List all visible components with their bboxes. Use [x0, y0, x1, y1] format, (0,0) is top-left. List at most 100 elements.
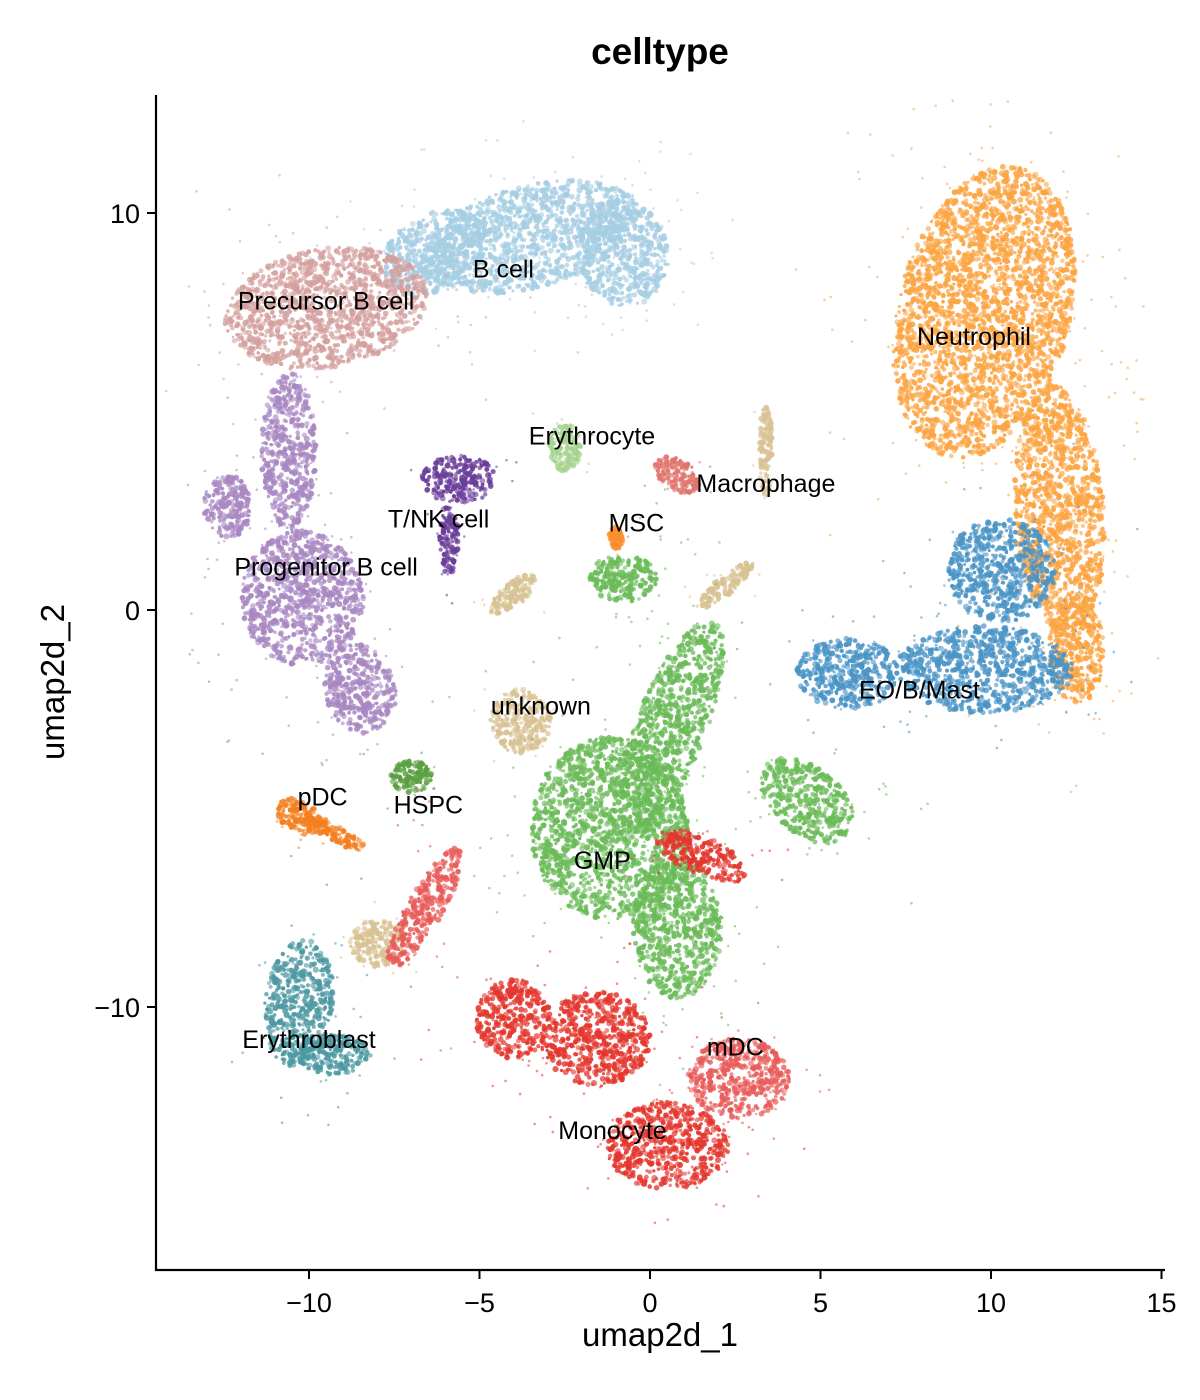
point	[255, 639, 262, 646]
point	[487, 195, 492, 200]
point	[501, 283, 505, 287]
point	[257, 590, 264, 597]
point	[586, 276, 593, 283]
point	[602, 289, 607, 294]
point	[547, 247, 554, 254]
point	[515, 249, 520, 254]
point	[285, 476, 290, 480]
point	[275, 640, 281, 646]
point	[272, 314, 276, 319]
point	[330, 601, 336, 607]
point	[433, 277, 439, 283]
point	[345, 632, 351, 638]
point	[364, 256, 369, 260]
point	[528, 245, 535, 251]
point	[241, 272, 245, 275]
point	[382, 249, 386, 253]
point	[280, 362, 284, 366]
point	[412, 254, 416, 259]
point	[203, 576, 207, 579]
point	[372, 264, 377, 269]
point	[666, 262, 670, 267]
point	[419, 221, 423, 224]
point	[512, 214, 517, 218]
point	[435, 265, 439, 270]
point	[416, 238, 420, 242]
point	[621, 328, 624, 332]
point	[404, 273, 408, 277]
point	[602, 233, 607, 237]
point	[387, 278, 393, 285]
point	[580, 226, 585, 231]
point	[218, 351, 221, 354]
point	[400, 204, 404, 208]
point	[321, 636, 327, 641]
point	[377, 316, 381, 320]
point	[388, 627, 392, 631]
point	[439, 283, 443, 287]
point	[357, 260, 362, 265]
point	[505, 267, 510, 272]
point	[634, 201, 639, 207]
point	[259, 602, 262, 605]
point	[466, 278, 469, 281]
point	[424, 260, 428, 264]
point	[266, 315, 272, 321]
point	[456, 266, 462, 272]
point	[629, 215, 634, 221]
point	[412, 317, 416, 321]
point	[489, 221, 495, 227]
point	[222, 539, 226, 543]
point	[606, 227, 610, 231]
point	[283, 402, 289, 408]
point	[248, 631, 252, 635]
point	[285, 526, 289, 530]
point	[290, 440, 296, 446]
point	[580, 206, 585, 212]
point	[660, 258, 665, 263]
point	[443, 262, 447, 266]
point	[632, 279, 638, 285]
point	[617, 250, 622, 255]
point	[555, 208, 559, 212]
point	[338, 623, 343, 628]
point	[315, 375, 319, 379]
point	[549, 268, 555, 274]
point	[467, 273, 472, 277]
point	[299, 589, 303, 593]
point	[281, 582, 288, 590]
point	[287, 270, 291, 275]
point	[593, 188, 599, 193]
point	[253, 337, 256, 340]
point	[256, 635, 261, 640]
point	[329, 627, 333, 630]
point	[528, 197, 534, 203]
point	[261, 631, 267, 637]
point	[228, 322, 234, 328]
point	[364, 353, 370, 358]
point	[639, 262, 645, 269]
point	[597, 257, 603, 263]
point	[596, 267, 600, 271]
point	[315, 361, 319, 365]
point	[306, 249, 312, 255]
point	[283, 316, 288, 321]
point	[270, 453, 275, 457]
point	[266, 494, 271, 499]
point	[281, 272, 285, 277]
point	[329, 491, 333, 495]
point	[353, 318, 360, 326]
point	[602, 220, 606, 224]
point	[270, 622, 275, 627]
point	[610, 215, 615, 220]
point	[335, 215, 339, 219]
point	[316, 659, 320, 664]
point	[418, 275, 423, 280]
point	[579, 210, 586, 216]
point	[492, 247, 497, 252]
point	[429, 220, 433, 224]
point	[547, 208, 554, 214]
point	[568, 273, 573, 278]
point	[326, 265, 329, 268]
point	[529, 238, 534, 243]
